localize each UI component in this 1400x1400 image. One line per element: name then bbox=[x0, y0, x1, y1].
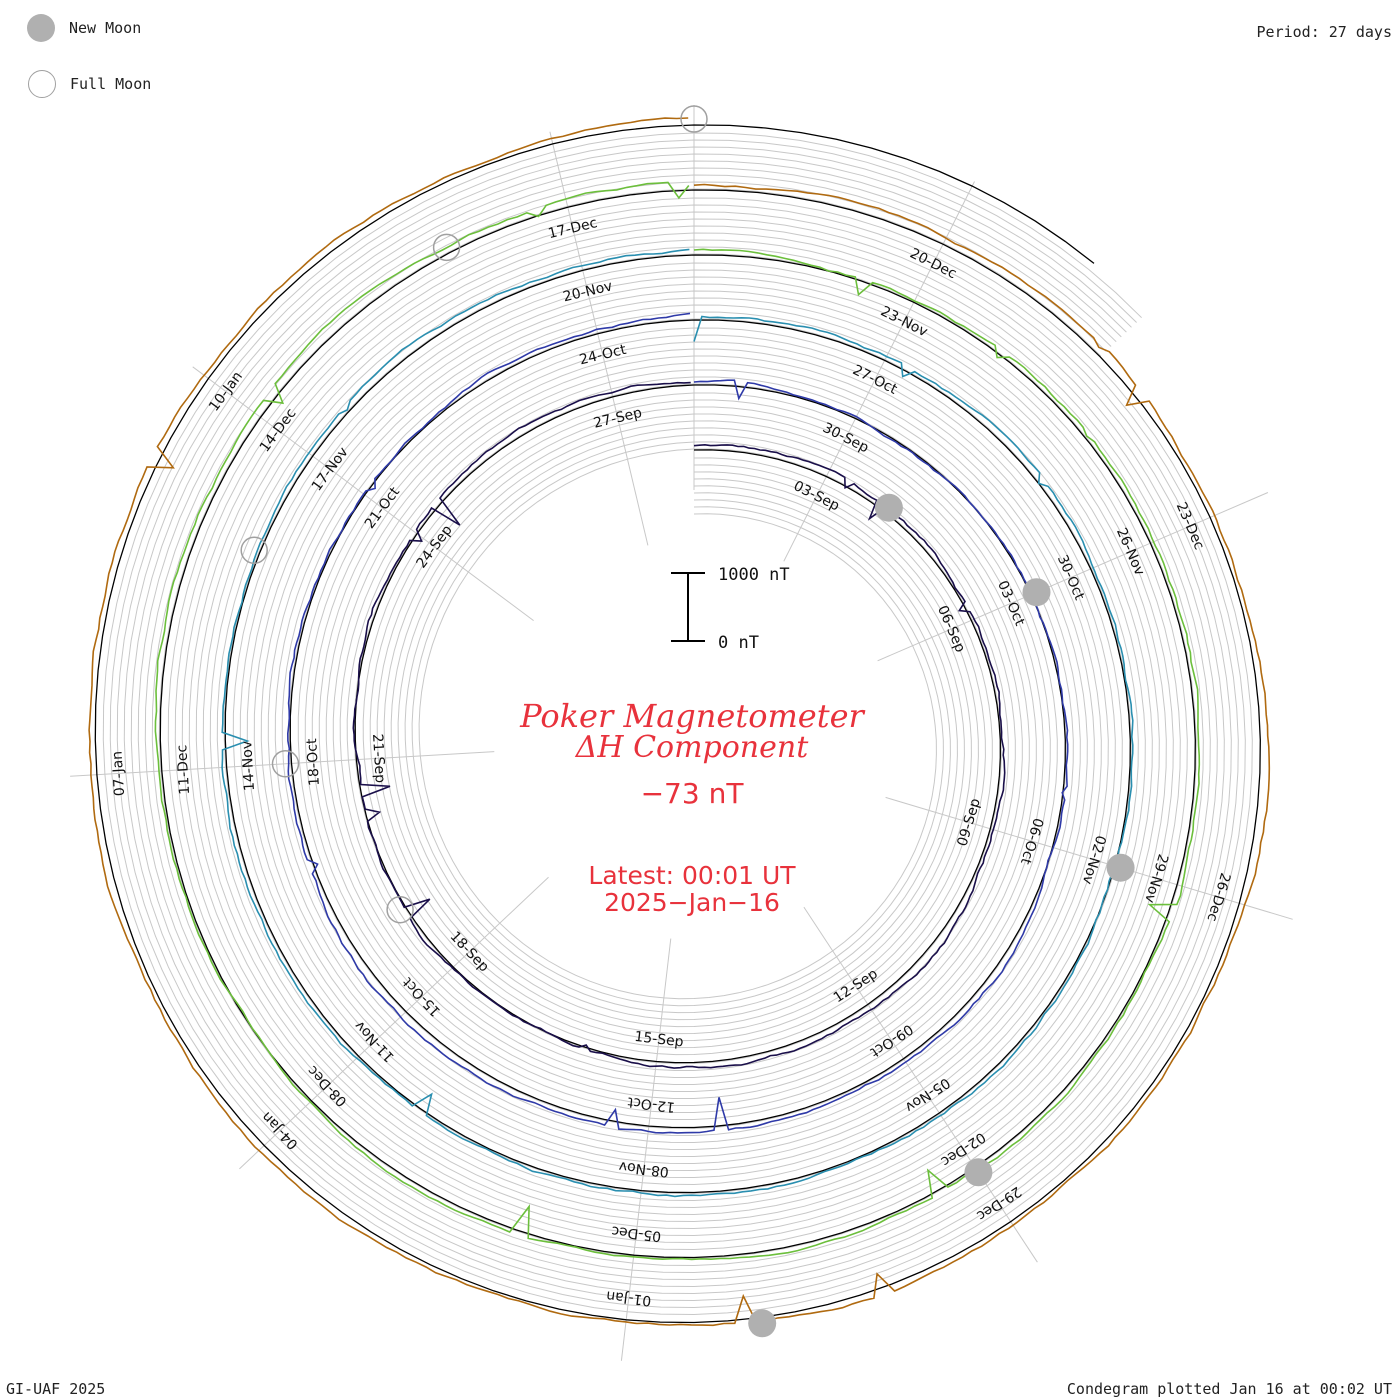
footer-credit: GI-UAF 2025 bbox=[6, 1380, 106, 1398]
date-label: 03-Oct bbox=[994, 578, 1028, 628]
grid-ring bbox=[137, 167, 1218, 1281]
date-label: 12-Oct bbox=[626, 1093, 676, 1114]
date-label: 15-Sep bbox=[634, 1029, 685, 1051]
date-label: 26-Nov bbox=[1113, 526, 1148, 578]
date-label: 18-Oct bbox=[304, 738, 323, 787]
trace-turn-4 bbox=[154, 181, 1201, 1261]
grid-ring bbox=[116, 146, 1239, 1302]
new-moon-marker bbox=[874, 493, 903, 522]
scale-bar: 1000 nT 0 nT bbox=[671, 565, 790, 653]
grid-rings bbox=[102, 132, 1253, 1316]
grid-spoke bbox=[877, 492, 1269, 662]
scale-top-label: 1000 nT bbox=[718, 565, 790, 585]
data-traces bbox=[88, 117, 1271, 1327]
latest-date: 2025−Jan−16 bbox=[604, 888, 780, 917]
legend-full-moon-label: Full Moon bbox=[70, 75, 152, 93]
date-label: 27-Oct bbox=[850, 362, 900, 398]
baseline-spiral bbox=[94, 124, 1261, 1324]
date-label: 05-Dec bbox=[611, 1222, 662, 1244]
grid-spoke bbox=[885, 796, 1293, 920]
grid-spoke bbox=[239, 876, 549, 1170]
full-moon-marker bbox=[240, 536, 268, 565]
baseline-path bbox=[94, 124, 1261, 1324]
legend-full-moon: Full Moon bbox=[28, 70, 151, 98]
grid-spoke bbox=[549, 131, 649, 546]
trace-turn-5 bbox=[88, 117, 1271, 1327]
legend-new-moon-label: New Moon bbox=[69, 19, 142, 37]
grid-ring bbox=[158, 188, 1197, 1260]
legend-new-moon: New Moon bbox=[27, 14, 141, 42]
date-label: 08-Nov bbox=[618, 1158, 670, 1180]
date-label: 07-Jan bbox=[110, 750, 129, 796]
new-moon-icon bbox=[27, 14, 55, 42]
date-label: 21-Sep bbox=[369, 733, 388, 783]
moon-markers bbox=[240, 105, 1135, 1338]
new-moon-marker bbox=[1022, 578, 1051, 607]
grid-ring bbox=[109, 139, 1246, 1309]
grid-spoke bbox=[70, 751, 495, 777]
scale-bottom-label: 0 nT bbox=[718, 633, 759, 653]
date-label: 29-Nov bbox=[1141, 852, 1171, 905]
date-label: 30-Oct bbox=[1054, 553, 1088, 603]
full-moon-marker bbox=[271, 750, 300, 778]
grid-ring bbox=[144, 174, 1211, 1274]
new-moon-marker bbox=[964, 1158, 993, 1187]
grid-spoke bbox=[803, 906, 1038, 1263]
date-label: 14-Nov bbox=[239, 740, 258, 791]
date-label: 23-Dec bbox=[1173, 500, 1207, 552]
full-moon-marker bbox=[386, 895, 414, 924]
chart-subtitle: ΔH Component bbox=[575, 730, 809, 765]
trace-turn-3 bbox=[221, 248, 1134, 1198]
period-label: Period: 27 days bbox=[1256, 23, 1392, 41]
full-moon-icon bbox=[28, 70, 56, 98]
chart-title: Poker Magnetometer bbox=[519, 697, 865, 735]
latest-time: Latest: 00:01 UT bbox=[588, 861, 796, 890]
grid-ring bbox=[123, 153, 1232, 1295]
full-moon-marker bbox=[432, 233, 461, 262]
grid-ring bbox=[151, 181, 1204, 1267]
footer-plot-time: Condegram plotted Jan 16 at 00:02 UT bbox=[1066, 1380, 1392, 1398]
date-label: 11-Dec bbox=[174, 744, 193, 795]
new-moon-marker bbox=[748, 1309, 777, 1338]
grid-spokes bbox=[70, 105, 1293, 1361]
new-moon-marker bbox=[1106, 853, 1135, 882]
grid-ring bbox=[102, 132, 1253, 1316]
grid-spoke bbox=[620, 938, 672, 1361]
grid-ring bbox=[130, 160, 1225, 1288]
grid-spoke bbox=[783, 181, 975, 562]
trace-turn-1 bbox=[352, 381, 1006, 1069]
date-label: 01-Jan bbox=[605, 1287, 652, 1308]
trace-turn-2 bbox=[286, 312, 1069, 1134]
full-moon-marker bbox=[680, 105, 708, 133]
current-value: −73 nT bbox=[641, 777, 745, 810]
